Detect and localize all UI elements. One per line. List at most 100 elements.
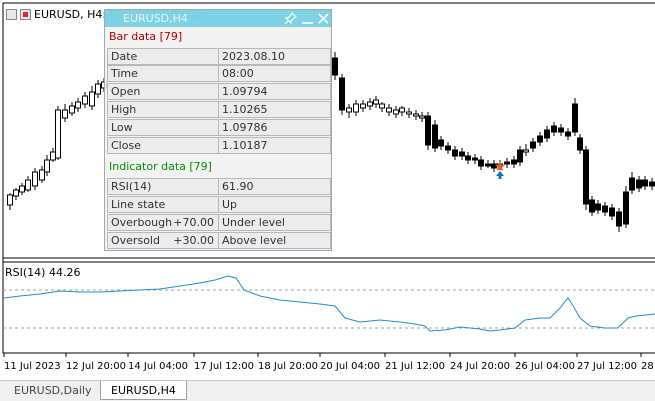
candle xyxy=(589,196,595,216)
candle xyxy=(413,110,419,120)
candle xyxy=(537,132,543,146)
row-key: Open xyxy=(107,83,219,100)
panel-title: EURUSD,H4 xyxy=(123,12,188,25)
candle xyxy=(55,106,61,160)
candle xyxy=(373,96,379,108)
candle xyxy=(583,146,589,210)
time-label: 12 Jul 20:00 xyxy=(66,361,126,372)
candle xyxy=(595,200,601,214)
row-value: 1.10265 xyxy=(219,101,331,118)
candle xyxy=(445,142,451,154)
candle xyxy=(69,102,75,116)
row-level: +30.00 xyxy=(173,234,214,247)
row-key-text: Overbough xyxy=(111,216,173,229)
candle xyxy=(353,100,359,116)
row-key: High xyxy=(107,101,219,118)
candle xyxy=(367,98,373,110)
candle xyxy=(523,144,529,156)
candle xyxy=(602,202,608,216)
time-label: 24 Jul 20:00 xyxy=(450,361,510,372)
candle xyxy=(472,154,478,164)
candle xyxy=(478,156,484,170)
candle xyxy=(425,112,431,150)
candle xyxy=(572,98,578,136)
panel-row-date: Date 2023.08.10 xyxy=(107,48,331,65)
row-key: Line state xyxy=(107,196,219,213)
row-value: 1.10187 xyxy=(219,137,331,154)
panel-row-time: Time 08:00 xyxy=(107,65,331,82)
time-label: 18 Jul 20:00 xyxy=(258,361,318,372)
candle xyxy=(629,172,635,194)
candle xyxy=(465,152,471,164)
candle xyxy=(32,168,38,190)
row-value: Up xyxy=(219,196,331,213)
tab-eurusd-daily[interactable]: EURUSD,Daily xyxy=(14,384,92,397)
candle xyxy=(75,98,81,112)
panel-row-close: Close 1.10187 xyxy=(107,137,331,154)
candle xyxy=(399,106,405,116)
time-label: 11 Jul 2023 xyxy=(4,361,61,372)
panel-row-oversold: Oversold +30.00 Above level xyxy=(107,232,331,249)
candle xyxy=(89,86,95,110)
panel-row-overbought: Overbough +70.00 Under level xyxy=(107,214,331,231)
minimize-icon[interactable] xyxy=(301,12,314,25)
rsi-line xyxy=(3,275,655,332)
candle xyxy=(642,176,648,190)
candle xyxy=(504,158,510,168)
time-label: 21 Jul 12:00 xyxy=(385,361,445,372)
candle xyxy=(95,80,101,98)
candle xyxy=(13,188,19,200)
signal-arrow-up-icon xyxy=(496,171,504,179)
chart-menu-icon[interactable] xyxy=(6,9,17,20)
time-label: 28 xyxy=(641,361,654,372)
candle xyxy=(438,136,444,150)
row-value: 2023.08.10 xyxy=(219,48,331,65)
row-key: Oversold +30.00 xyxy=(107,232,219,249)
candle xyxy=(544,126,550,142)
candle xyxy=(346,104,352,118)
panel-row-line-state: Line state Up xyxy=(107,196,331,213)
row-value: 1.09794 xyxy=(219,83,331,100)
panel-row-low: Low 1.09786 xyxy=(107,119,331,136)
panel-row-high: High 1.10265 xyxy=(107,101,331,118)
time-axis-ticks xyxy=(3,353,642,357)
row-key: Close xyxy=(107,137,219,154)
time-label: 14 Jul 04:00 xyxy=(128,361,188,372)
candle xyxy=(62,104,68,122)
candle xyxy=(558,124,564,136)
candle xyxy=(577,134,583,154)
pin-icon[interactable] xyxy=(284,12,297,25)
panel-row-rsi: RSI(14) 61.90 xyxy=(107,178,331,195)
tab-eurusd-h4[interactable]: EURUSD,H4 xyxy=(100,381,187,400)
chart-tabs: EURUSD,Daily EURUSD,H4 xyxy=(0,380,655,401)
row-value: 61.90 xyxy=(219,178,331,195)
candle xyxy=(386,104,392,116)
candle xyxy=(530,138,536,152)
chart-color-icon[interactable] xyxy=(20,9,31,20)
time-label: 27 Jul 12:00 xyxy=(577,361,637,372)
row-key: Low xyxy=(107,119,219,136)
candle xyxy=(419,112,425,122)
candle xyxy=(459,148,465,160)
candle xyxy=(616,208,622,232)
candle xyxy=(517,146,523,166)
candle xyxy=(39,166,45,183)
indicator-data-section-title: Indicator data [79] xyxy=(109,160,212,173)
panel-header[interactable]: EURUSD,H4 xyxy=(105,10,331,27)
candle xyxy=(485,160,491,168)
candle xyxy=(25,176,31,192)
info-panel[interactable]: EURUSD,H4 Bar data [79] Date 2023.08.10 … xyxy=(104,9,332,251)
signal-star-icon xyxy=(495,161,505,171)
candle xyxy=(393,106,399,118)
candle xyxy=(7,193,13,210)
candle xyxy=(82,92,88,108)
candle xyxy=(623,186,629,228)
row-level: +70.00 xyxy=(173,216,214,229)
candle xyxy=(636,176,642,192)
candle xyxy=(379,102,385,112)
candle xyxy=(360,100,366,112)
candle xyxy=(609,204,615,220)
close-icon[interactable] xyxy=(317,12,330,25)
candle xyxy=(452,146,458,160)
candle xyxy=(19,183,25,195)
